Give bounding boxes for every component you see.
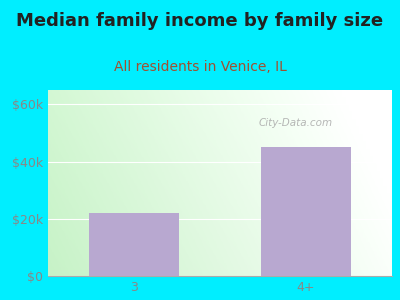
- Bar: [261, 147, 351, 276]
- Bar: [89, 213, 179, 276]
- Text: Median family income by family size: Median family income by family size: [16, 12, 384, 30]
- Text: All residents in Venice, IL: All residents in Venice, IL: [114, 60, 286, 74]
- Text: City-Data.com: City-Data.com: [259, 118, 333, 128]
